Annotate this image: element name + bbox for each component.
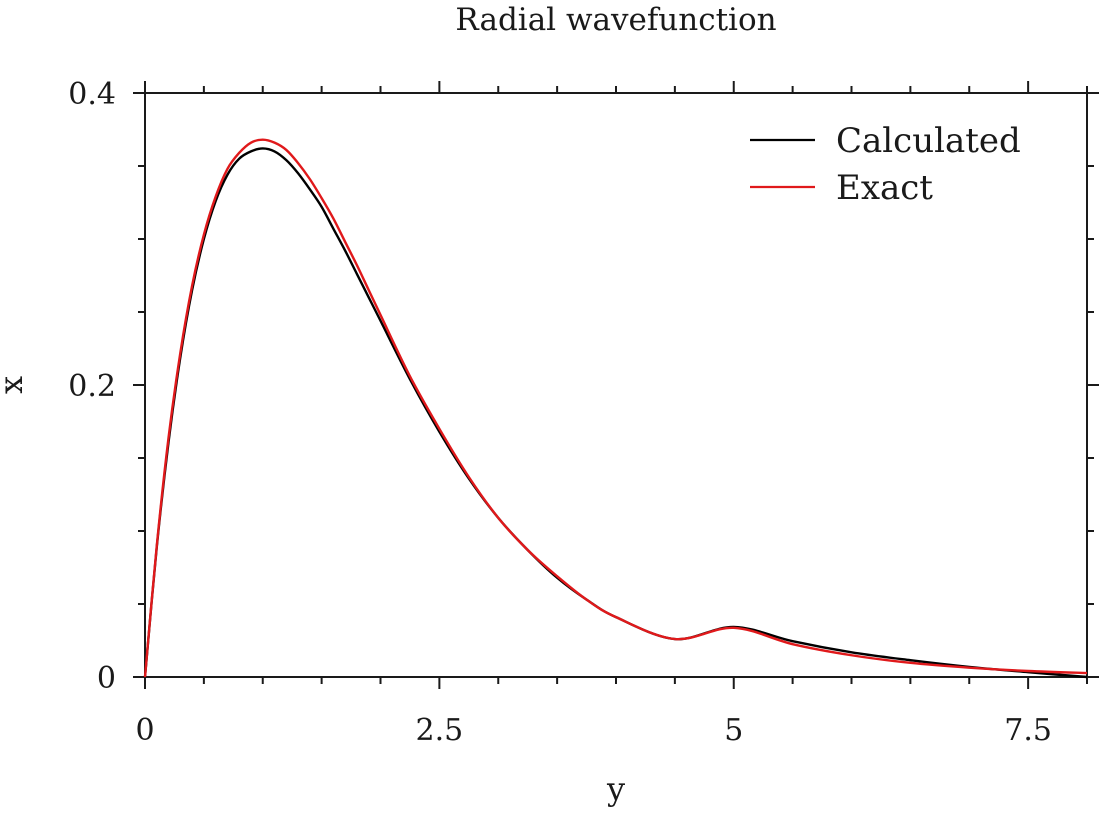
y-tick-label: 0 [97,661,116,696]
x-tick-label: 0 [135,713,154,748]
plot-frame [144,92,1088,678]
x-axis-label: y [606,770,625,808]
ticks-layer: 0 2.5 5 7.5 0 0.2 0.4 [68,77,1099,748]
legend-label-calculated: Calculated [836,121,1021,161]
x-tick-label: 5 [724,713,743,748]
series-layer [143,138,1088,679]
series-line-exact [143,138,1088,678]
legend-label-exact: Exact [836,168,933,208]
x-tick-label: 2.5 [416,713,464,748]
chart-title: Radial wavefunction [455,2,776,38]
y-tick-label: 0.2 [68,369,116,404]
y-axis-label: x [0,376,30,394]
x-tick-label: 7.5 [1004,713,1052,748]
legend: Calculated Exact [750,121,1021,208]
series-line-calculated [143,147,1088,679]
y-tick-label: 0.4 [68,77,116,112]
